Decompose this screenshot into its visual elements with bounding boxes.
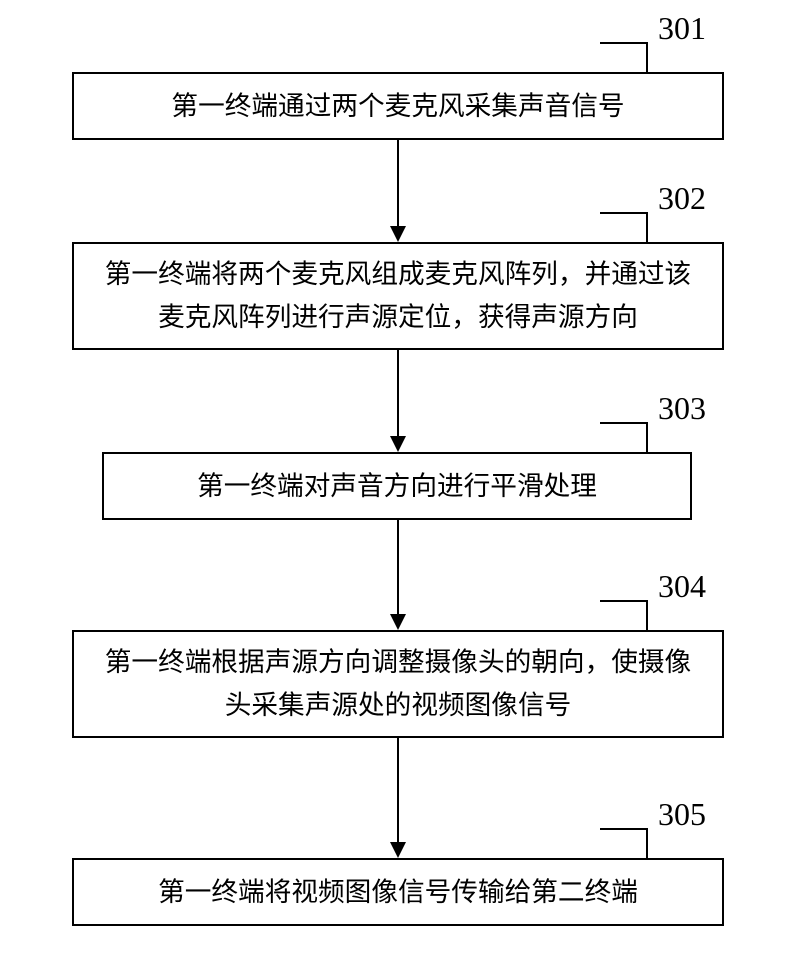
step-node-5: 第一终端将视频图像信号传输给第二终端 — [72, 858, 724, 926]
step-node-4: 第一终端根据声源方向调整摄像头的朝向，使摄像头采集声源处的视频图像信号 — [72, 630, 724, 738]
arrow-2-3-line — [397, 350, 399, 436]
step-node-2: 第一终端将两个麦克风组成麦克风阵列，并通过该麦克风阵列进行声源定位，获得声源方向 — [72, 242, 724, 350]
step-node-5-text: 第一终端将视频图像信号传输给第二终端 — [158, 871, 638, 914]
arrow-3-4-line — [397, 520, 399, 614]
step-node-2-text: 第一终端将两个麦克风组成麦克风阵列，并通过该麦克风阵列进行声源定位，获得声源方向 — [94, 253, 702, 338]
callout-302 — [600, 212, 648, 242]
callout-301 — [600, 42, 648, 72]
step-node-3: 第一终端对声音方向进行平滑处理 — [102, 452, 692, 520]
step-node-3-text: 第一终端对声音方向进行平滑处理 — [197, 465, 597, 508]
arrow-4-5-line — [397, 738, 399, 842]
arrow-1-2-head — [390, 226, 406, 242]
arrow-4-5-head — [390, 842, 406, 858]
arrow-2-3-head — [390, 436, 406, 452]
step-label-302: 302 — [658, 180, 706, 217]
step-label-303: 303 — [658, 390, 706, 427]
arrow-1-2-line — [397, 140, 399, 226]
callout-304 — [600, 600, 648, 630]
flowchart-canvas: 301 第一终端通过两个麦克风采集声音信号 302 第一终端将两个麦克风组成麦克… — [0, 0, 800, 979]
step-label-305: 305 — [658, 796, 706, 833]
step-node-1: 第一终端通过两个麦克风采集声音信号 — [72, 72, 724, 140]
step-label-304: 304 — [658, 568, 706, 605]
arrow-3-4-head — [390, 614, 406, 630]
step-node-4-text: 第一终端根据声源方向调整摄像头的朝向，使摄像头采集声源处的视频图像信号 — [94, 641, 702, 726]
callout-303 — [600, 422, 648, 452]
callout-305 — [600, 828, 648, 858]
step-node-1-text: 第一终端通过两个麦克风采集声音信号 — [171, 85, 624, 128]
step-label-301: 301 — [658, 10, 706, 47]
